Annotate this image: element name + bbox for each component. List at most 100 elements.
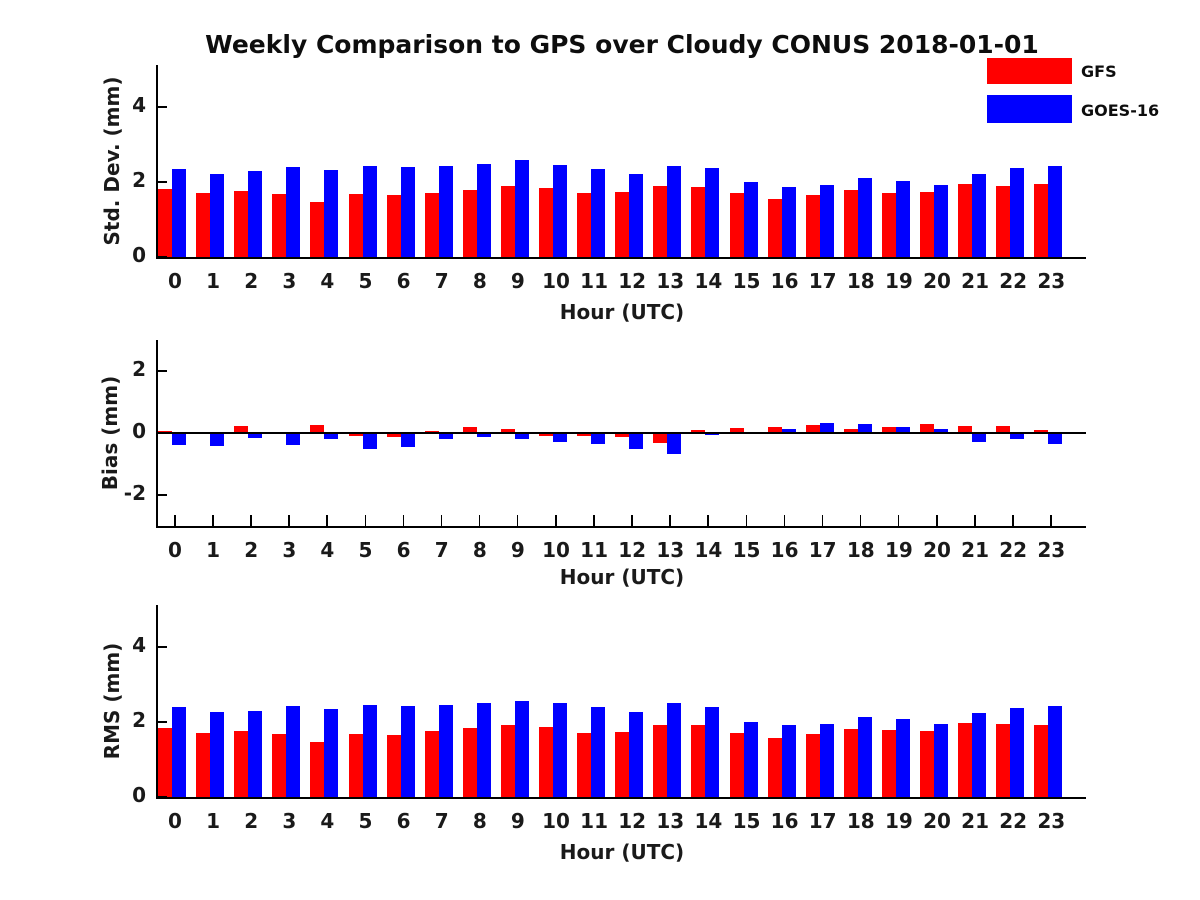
x-tick-label: 6 [396, 538, 411, 562]
x-tick-label: 20 [923, 538, 951, 562]
bar-gfs-hour-13 [653, 186, 668, 257]
x-tick-label: 22 [999, 269, 1028, 293]
bar-gfs-hour-2 [234, 731, 249, 797]
x-tick-label: 11 [580, 269, 609, 293]
x-tick-label: 14 [694, 269, 723, 293]
bar-gfs-hour-8 [462, 728, 477, 797]
x-tick [631, 515, 633, 526]
bar-gfs-hour-1 [196, 192, 211, 257]
bar-gfs-hour-10 [539, 433, 553, 437]
bar-gfs-hour-17 [805, 424, 820, 433]
bar-gfs-hour-22 [996, 425, 1011, 433]
y-tick-label: 0 [132, 419, 146, 443]
bar-gfs-hour-23 [1034, 429, 1049, 433]
y-axis-label-rms: RMS (mm) [100, 642, 124, 760]
x-tick [250, 515, 252, 526]
x-tick-label: 7 [434, 538, 449, 562]
bar-gfs-hour-16 [767, 738, 782, 797]
y-tick-label: 4 [132, 633, 146, 657]
bar-gfs-hour-23 [1034, 184, 1049, 257]
x-tick [440, 515, 443, 526]
x-axis-line [156, 257, 1086, 259]
x-tick-label: 14 [694, 538, 723, 562]
bar-gfs-hour-12 [615, 433, 630, 437]
bar-gfs-hour-18 [843, 728, 858, 797]
x-tick-label: 7 [434, 809, 449, 833]
bar-gfs-hour-0 [158, 728, 172, 797]
y-tick [158, 796, 167, 798]
bar-goes16-hour-14 [705, 167, 720, 257]
bar-gfs-hour-3 [272, 733, 287, 797]
bar-gfs-hour-18 [843, 429, 858, 433]
bar-goes16-hour-17 [819, 422, 834, 433]
bar-gfs-hour-10 [539, 188, 553, 257]
x-tick-label: 5 [358, 269, 373, 293]
x-tick [783, 515, 786, 526]
x-tick-label: 3 [282, 538, 297, 562]
bar-gfs-hour-6 [386, 194, 401, 257]
bar-goes16-hour-2 [248, 710, 263, 797]
y-tick-label: -2 [123, 481, 146, 505]
x-tick-label: 23 [1037, 809, 1066, 833]
x-tick-label: 9 [510, 269, 525, 293]
bar-goes16-hour-16 [781, 186, 796, 257]
x-tick [326, 515, 328, 526]
bar-gfs-hour-12 [615, 191, 630, 257]
bar-gfs-hour-3 [272, 193, 287, 257]
bar-goes16-hour-1 [210, 173, 225, 257]
bar-gfs-hour-14 [691, 429, 706, 433]
bar-goes16-hour-12 [629, 711, 644, 797]
bar-goes16-hour-17 [819, 185, 834, 257]
bar-goes16-hour-10 [553, 703, 567, 797]
bar-gfs-hour-2 [234, 426, 249, 433]
x-tick [364, 515, 366, 526]
x-tick-label: 19 [884, 809, 913, 833]
bar-gfs-hour-11 [577, 732, 592, 797]
y-tick [158, 106, 167, 108]
x-tick-label: 1 [206, 269, 221, 293]
x-tick-label: 20 [923, 809, 951, 833]
x-tick-label: 11 [580, 809, 609, 833]
x-tick [745, 515, 747, 526]
bar-goes16-hour-15 [743, 182, 758, 257]
y-tick-label: 0 [132, 783, 146, 807]
bar-goes16-hour-8 [476, 164, 491, 257]
x-tick-label: 18 [846, 809, 875, 833]
x-tick-label: 4 [320, 269, 335, 293]
y-tick [158, 432, 167, 434]
x-tick [478, 515, 481, 526]
x-tick-label: 2 [244, 538, 259, 562]
bar-gfs-hour-14 [691, 186, 706, 257]
x-tick [936, 515, 938, 526]
y-tick-label: 2 [132, 357, 146, 381]
y-axis-line [156, 65, 158, 259]
bar-goes16-hour-0 [172, 707, 186, 797]
bar-goes16-hour-9 [514, 160, 529, 257]
bar-gfs-hour-8 [462, 189, 477, 257]
x-tick-label: 11 [580, 538, 609, 562]
bar-gfs-hour-7 [424, 731, 439, 797]
bar-goes16-hour-23 [1048, 165, 1063, 257]
bar-goes16-hour-4 [324, 433, 339, 439]
bar-gfs-hour-14 [691, 725, 706, 797]
y-tick [158, 370, 167, 372]
bar-goes16-hour-0 [172, 433, 186, 446]
bar-goes16-hour-15 [743, 721, 758, 797]
x-tick-label: 18 [846, 269, 875, 293]
bar-gfs-hour-21 [958, 426, 973, 433]
bar-goes16-hour-4 [324, 169, 339, 257]
bar-gfs-hour-0 [158, 189, 172, 257]
bar-goes16-hour-18 [857, 177, 872, 257]
y-axis-line [156, 605, 158, 799]
x-tick [897, 515, 900, 526]
x-tick-label: 10 [542, 269, 570, 293]
bar-gfs-hour-19 [881, 730, 896, 797]
bar-goes16-hour-11 [591, 433, 606, 444]
x-tick-label: 6 [396, 809, 411, 833]
bar-gfs-hour-5 [348, 733, 363, 797]
x-tick [593, 515, 595, 526]
bar-gfs-hour-11 [577, 433, 592, 437]
bar-gfs-hour-1 [196, 732, 211, 797]
x-tick-label: 15 [732, 809, 761, 833]
